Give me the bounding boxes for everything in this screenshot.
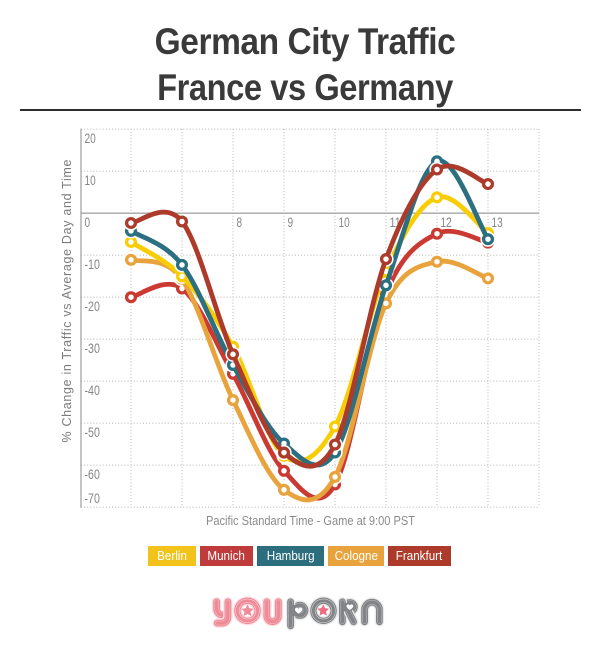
svg-text:Pacific Standard Time - Game a: Pacific Standard Time - Game at 9:00 PST <box>206 513 415 528</box>
svg-text:13: 13 <box>492 215 503 230</box>
svg-text:-20: -20 <box>85 299 100 314</box>
svg-text:-30: -30 <box>85 341 100 356</box>
svg-text:-70: -70 <box>85 491 100 506</box>
svg-text:-50: -50 <box>85 425 100 440</box>
svg-text:10: 10 <box>85 173 96 188</box>
svg-text:-60: -60 <box>85 467 100 482</box>
svg-text:20: 20 <box>85 131 96 146</box>
svg-text:10: 10 <box>339 215 350 230</box>
svg-text:8: 8 <box>237 215 243 230</box>
svg-text:-40: -40 <box>85 383 100 398</box>
svg-text:9: 9 <box>288 215 294 230</box>
svg-text:11: 11 <box>390 215 401 230</box>
svg-text:12: 12 <box>441 215 452 230</box>
svg-text:-10: -10 <box>85 257 100 272</box>
svg-text:0: 0 <box>85 215 91 230</box>
svg-text:% Change in Traffic vs Average: % Change in Traffic vs Average Day and T… <box>60 159 74 442</box>
